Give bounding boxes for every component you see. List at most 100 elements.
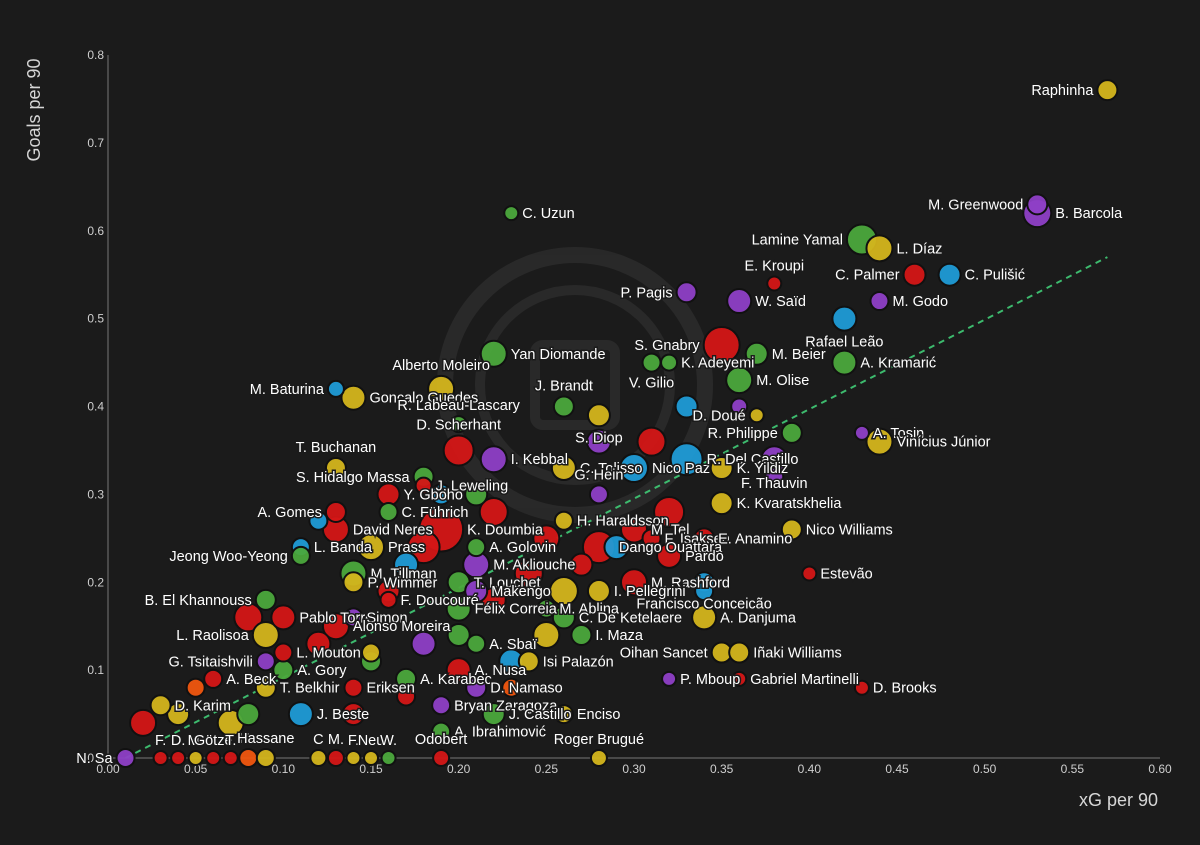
data-point[interactable] — [481, 702, 506, 727]
data-point[interactable] — [152, 750, 169, 766]
data-point[interactable] — [536, 598, 557, 619]
data-point[interactable] — [513, 558, 544, 589]
data-point[interactable] — [674, 394, 699, 419]
data-point[interactable] — [503, 205, 520, 222]
data-point[interactable] — [865, 427, 894, 456]
data-point[interactable] — [725, 366, 754, 395]
data-point[interactable] — [660, 353, 679, 372]
data-point[interactable] — [203, 668, 224, 689]
data-point[interactable] — [342, 571, 365, 594]
data-point[interactable] — [361, 642, 381, 663]
data-point[interactable] — [551, 605, 576, 630]
data-point[interactable] — [466, 633, 487, 654]
data-point[interactable] — [586, 403, 611, 428]
data-point[interactable] — [675, 281, 698, 304]
data-point[interactable] — [780, 421, 803, 444]
data-point[interactable] — [780, 518, 803, 541]
data-point[interactable] — [129, 708, 158, 737]
data-point[interactable] — [379, 590, 398, 609]
data-point[interactable] — [414, 476, 433, 495]
data-point[interactable] — [185, 677, 206, 698]
data-point[interactable] — [709, 491, 734, 516]
data-point[interactable] — [446, 622, 471, 647]
data-point[interactable] — [656, 542, 683, 569]
data-point[interactable] — [343, 607, 364, 628]
data-point[interactable] — [393, 551, 420, 578]
data-point[interactable] — [709, 456, 734, 481]
data-point[interactable] — [378, 501, 399, 522]
data-point[interactable] — [1026, 193, 1049, 216]
data-point[interactable] — [548, 576, 579, 607]
data-point[interactable] — [466, 537, 487, 558]
data-point[interactable] — [619, 453, 649, 484]
data-point[interactable] — [305, 630, 332, 657]
data-point[interactable] — [636, 426, 667, 457]
data-point[interactable] — [343, 677, 364, 698]
data-point[interactable] — [801, 565, 818, 582]
data-point[interactable] — [553, 704, 574, 725]
data-point[interactable] — [728, 641, 751, 664]
data-point[interactable] — [831, 305, 858, 332]
data-point[interactable] — [233, 602, 264, 633]
data-point[interactable] — [641, 528, 662, 549]
data-point[interactable] — [479, 445, 508, 474]
data-point[interactable] — [464, 579, 489, 604]
data-point[interactable] — [357, 533, 385, 562]
data-point[interactable] — [432, 749, 451, 767]
data-point[interactable] — [410, 630, 437, 657]
data-point[interactable] — [308, 510, 329, 531]
data-point[interactable] — [479, 339, 508, 368]
data-point[interactable] — [726, 288, 753, 315]
data-point[interactable] — [691, 604, 718, 631]
data-point[interactable] — [449, 415, 468, 434]
data-point[interactable] — [149, 694, 172, 717]
data-point[interactable] — [865, 234, 894, 263]
data-point[interactable] — [532, 620, 561, 649]
data-point[interactable] — [326, 379, 345, 398]
data-point[interactable] — [273, 642, 294, 663]
data-point[interactable] — [431, 721, 452, 742]
data-point[interactable] — [669, 442, 704, 477]
data-point[interactable] — [653, 495, 686, 528]
data-point[interactable] — [661, 670, 678, 687]
data-point[interactable] — [341, 702, 366, 727]
data-point[interactable] — [730, 397, 749, 416]
data-point[interactable] — [869, 291, 890, 312]
data-point[interactable] — [287, 701, 314, 728]
data-point[interactable] — [427, 374, 456, 403]
data-point[interactable] — [766, 275, 783, 292]
data-point[interactable] — [380, 750, 397, 766]
data-point[interactable] — [569, 552, 594, 577]
data-point[interactable] — [764, 466, 785, 487]
data-point[interactable] — [1096, 79, 1119, 102]
data-point[interactable] — [478, 496, 509, 527]
data-point[interactable] — [937, 262, 962, 287]
data-point[interactable] — [853, 679, 870, 696]
data-point[interactable] — [170, 750, 187, 766]
data-point[interactable] — [744, 341, 769, 366]
data-point[interactable] — [831, 349, 858, 376]
data-point[interactable] — [550, 455, 577, 482]
data-point[interactable] — [532, 524, 561, 553]
data-point[interactable] — [430, 483, 453, 506]
data-point[interactable] — [290, 545, 311, 566]
data-point[interactable] — [187, 750, 204, 766]
data-point[interactable] — [115, 748, 136, 768]
data-point[interactable] — [254, 588, 277, 611]
data-point[interactable] — [464, 482, 489, 507]
data-point[interactable] — [445, 657, 472, 684]
data-point[interactable] — [552, 395, 575, 418]
data-point[interactable] — [589, 749, 608, 767]
data-point[interactable] — [620, 568, 648, 597]
data-point[interactable] — [641, 352, 662, 373]
data-point[interactable] — [694, 581, 715, 602]
data-point[interactable] — [588, 484, 609, 505]
data-point[interactable] — [517, 650, 540, 673]
data-point[interactable] — [853, 424, 870, 441]
data-point[interactable] — [326, 749, 345, 767]
data-point[interactable] — [570, 623, 593, 646]
data-point[interactable] — [553, 510, 574, 531]
data-point[interactable] — [902, 262, 927, 287]
data-point[interactable] — [748, 407, 765, 424]
data-point[interactable] — [465, 676, 488, 699]
